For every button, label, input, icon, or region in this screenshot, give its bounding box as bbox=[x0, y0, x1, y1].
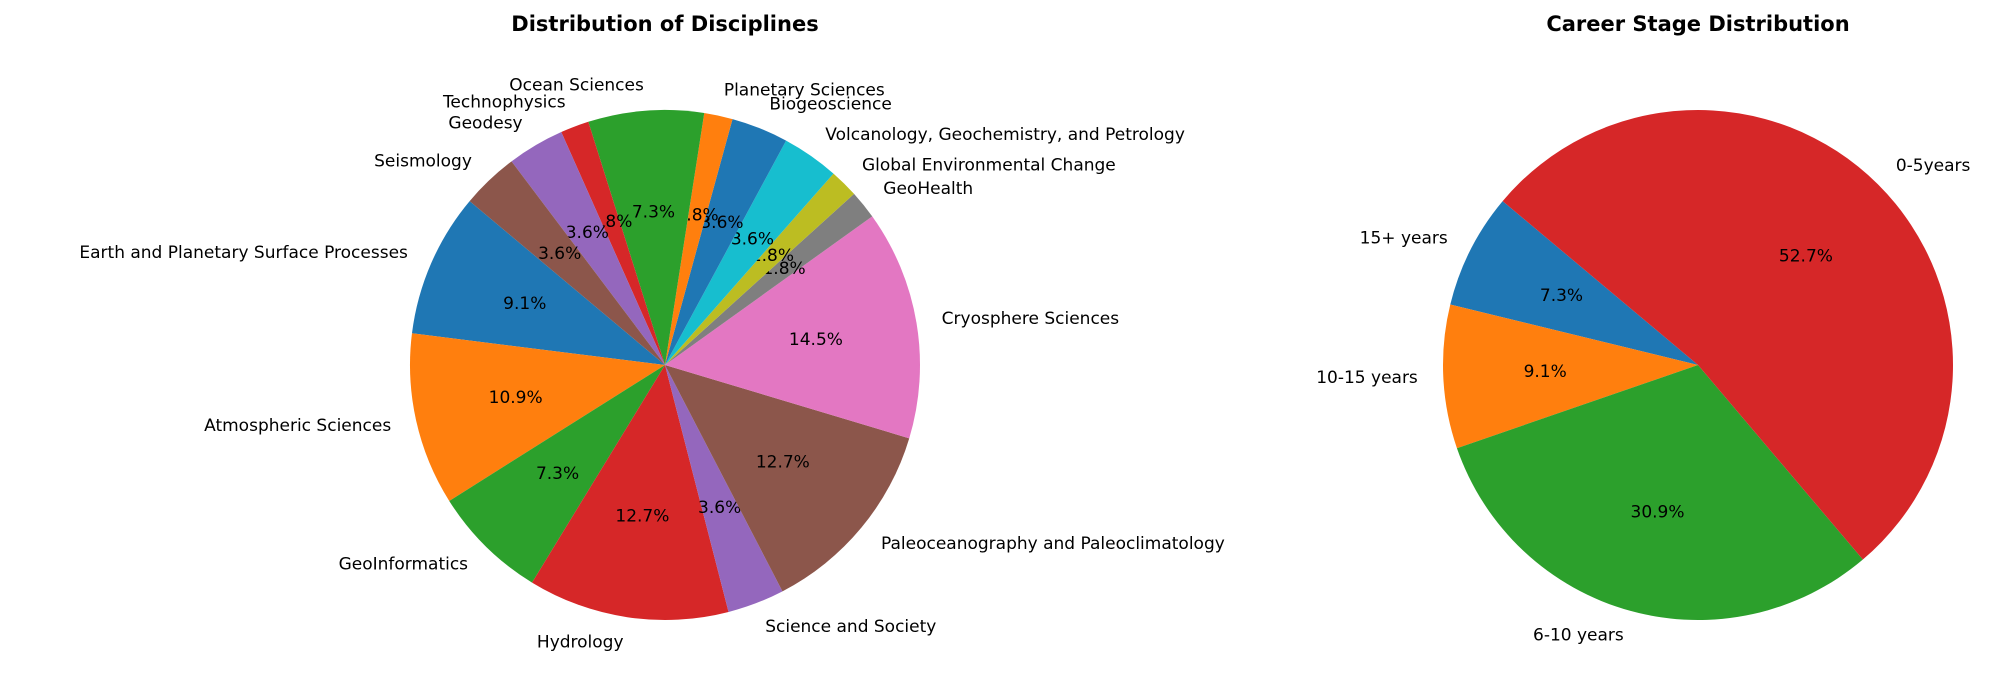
slice-label: Atmospheric Sciences bbox=[204, 416, 391, 436]
pie-slice bbox=[588, 110, 705, 365]
value-label: 12.7% bbox=[615, 506, 669, 526]
slice-label: Ocean Sciences bbox=[509, 75, 644, 95]
pie-slice bbox=[561, 121, 665, 365]
slice-label: Earth and Planetary Surface Processes bbox=[79, 243, 408, 263]
slice-label: Hydrology bbox=[537, 632, 624, 652]
slice-label: 10-15 years bbox=[1316, 368, 1418, 388]
value-label: 3.6% bbox=[731, 229, 774, 249]
slice-label: GeoInformatics bbox=[339, 555, 469, 575]
value-label: 3.6% bbox=[698, 498, 741, 518]
pie-slice bbox=[665, 140, 834, 365]
slice-label: Volcanology, Geochemistry, and Petrology bbox=[825, 125, 1185, 145]
value-label: 10.9% bbox=[489, 388, 543, 408]
slice-label: Cryosphere Sciences bbox=[942, 309, 1120, 329]
value-label: 14.5% bbox=[789, 330, 843, 350]
pie-slice bbox=[665, 113, 733, 365]
slice-label: 6-10 years bbox=[1533, 626, 1624, 646]
value-label: 3.6% bbox=[538, 244, 581, 264]
chart-title: Career Stage Distribution bbox=[1546, 12, 1849, 36]
pie-slice bbox=[411, 201, 665, 365]
value-label: 3.6% bbox=[566, 223, 609, 243]
pie-slice bbox=[1456, 365, 1863, 620]
pie-slice bbox=[1443, 304, 1698, 449]
value-label: 9.1% bbox=[1524, 362, 1567, 382]
value-label: 52.7% bbox=[1779, 247, 1833, 267]
slice-label: GeoHealth bbox=[883, 179, 973, 199]
pie-slice bbox=[511, 132, 665, 365]
pie-slice bbox=[1502, 110, 1954, 560]
slice-label: Planetary Sciences bbox=[724, 81, 885, 101]
value-label: 30.9% bbox=[1631, 503, 1685, 523]
pie-slice bbox=[410, 333, 665, 501]
pie-slice bbox=[532, 365, 729, 620]
slice-label: Science and Society bbox=[765, 617, 936, 637]
slice-label: 15+ years bbox=[1360, 228, 1448, 248]
pie-slice bbox=[469, 161, 665, 365]
pie-slice bbox=[449, 365, 665, 583]
value-label: 12.7% bbox=[756, 453, 810, 473]
pie-slice bbox=[665, 119, 787, 365]
slice-label: Geodesy bbox=[448, 113, 522, 133]
value-label: 3.6% bbox=[700, 213, 743, 233]
slice-label: Seismology bbox=[374, 152, 472, 172]
pie-slice bbox=[665, 193, 873, 365]
pie-slice bbox=[665, 365, 910, 592]
slice-label: Technophysics bbox=[442, 93, 566, 113]
chart-title: Distribution of Disciplines bbox=[511, 12, 818, 36]
slice-label: Paleoceanography and Paleoclimatology bbox=[881, 534, 1225, 554]
value-label: 7.3% bbox=[536, 464, 579, 484]
slice-label: Biogeoscience bbox=[769, 95, 891, 115]
pie-slice bbox=[665, 365, 783, 612]
pie-slice bbox=[665, 173, 855, 365]
pie-slice bbox=[665, 216, 920, 439]
slice-label: Global Environmental Change bbox=[862, 155, 1116, 175]
pie-slice bbox=[1450, 201, 1698, 365]
value-label: 7.3% bbox=[1540, 286, 1583, 306]
slice-label: 0-5years bbox=[1896, 156, 1971, 176]
value-label: 9.1% bbox=[503, 294, 546, 314]
value-label: 7.3% bbox=[632, 202, 675, 222]
